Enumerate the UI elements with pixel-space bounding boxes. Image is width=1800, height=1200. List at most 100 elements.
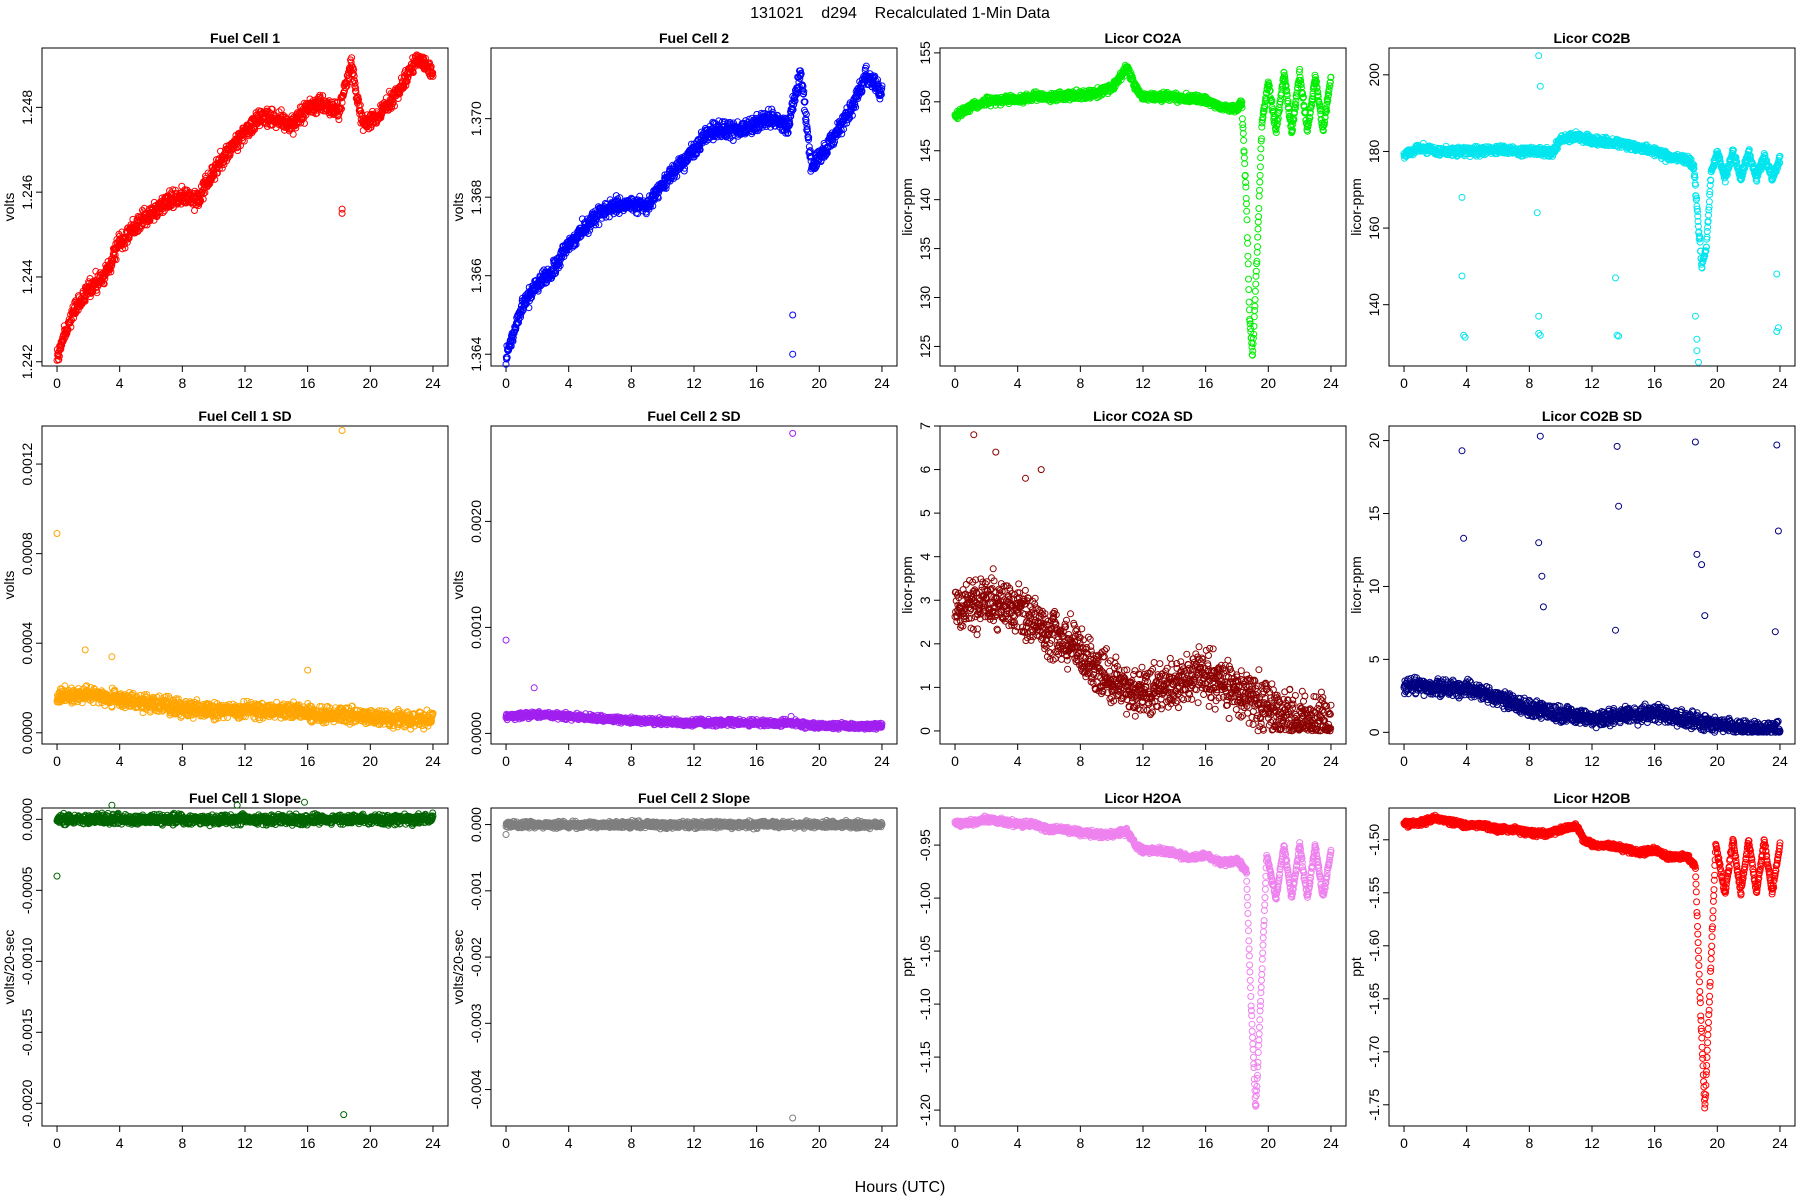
panels: Fuel Cell 10 4 8 12 16 20 241.2421.2441.2461.2… [1,30,1796,1151]
data-point [1254,233,1262,241]
y-tick-label: 1.248 [19,90,35,125]
data-point [108,262,116,270]
data-point [1257,145,1265,153]
outlier-point [789,350,797,358]
chart-panel: Fuel Cell 10 4 8 12 16 20 241.2421.2441.2461.2… [1,30,449,391]
data-point [1245,275,1252,283]
x-tick-label: 24 [874,375,890,391]
x-tick-label: 0 [502,375,510,391]
y-tick-label: 200 [1366,63,1382,87]
data-point [1244,252,1252,260]
y-tick-label: 130 [917,286,933,310]
plot-frame [490,47,898,367]
y-tick-label: 155 [917,41,933,65]
data-point [55,352,63,360]
x-tick-label: 8 [178,375,186,391]
data-point [55,356,63,364]
y-tick-label: 1.364 [468,336,484,371]
x-tick-label: 0 [951,375,959,391]
x-tick-label: 20 [1710,375,1726,391]
data-point [1256,163,1264,171]
series-points [502,62,886,368]
y-tick-label: 160 [1366,216,1382,240]
data-point [1254,243,1261,251]
y-tick-label: 180 [1366,140,1382,164]
data-point [1253,248,1261,256]
x-tick-label: 20 [1261,375,1277,391]
data-point [1241,160,1249,168]
x-tick-label: 4 [1014,375,1022,391]
x-tick-label: 24 [1323,375,1339,391]
y-axis-label: volts [1,193,17,222]
y-tick-label: 125 [917,335,933,359]
y-tick-label: 140 [917,188,933,212]
data-point [1252,280,1260,288]
x-tick-label: 24 [425,375,441,391]
panel-title: Licor CO2A [1104,30,1181,46]
data-point [68,316,75,324]
data-point [348,54,356,62]
series-points [1400,52,1784,366]
data-point [1245,298,1253,306]
y-tick-label: 150 [917,90,933,114]
x-tick-label: 24 [1772,375,1788,391]
data-point [1256,186,1263,194]
panel-title: Fuel Cell 2 [659,30,729,46]
data-point [1249,347,1257,355]
x-tick-label: 8 [1076,375,1084,391]
x-tick-label: 12 [686,375,702,391]
data-point [54,352,62,360]
data-point [1244,239,1252,247]
figure-title: 131021 d294 Recalculated 1-Min Data [750,5,1050,22]
data-point [1242,183,1250,191]
x-tick-label: 4 [116,375,124,391]
outlier-point [789,311,797,319]
data-point [67,323,75,331]
data-point [1243,234,1251,242]
x-axis-title: Hours (UTC) [855,1179,946,1196]
data-point [1244,260,1252,268]
y-tick-label: 135 [917,237,933,261]
data-point [63,329,71,337]
x-tick-label: 20 [363,375,379,391]
data-point [1238,115,1246,123]
data-point [1257,154,1265,162]
data-point [1254,225,1262,233]
x-tick-label: 4 [1463,375,1471,391]
data-point [1251,302,1259,310]
series-points [53,51,437,364]
y-tick-label: 140 [1366,293,1382,317]
panel-title: Licor CO2B [1553,30,1630,46]
panel-title: Fuel Cell 1 [210,30,280,46]
data-point [1245,286,1253,294]
plot-frame [1388,47,1796,367]
y-tick-label: 145 [917,139,933,163]
data-point [1243,216,1251,224]
x-tick-label: 8 [1525,375,1533,391]
series-points [951,61,1335,359]
y-tick-label: 1.246 [19,174,35,209]
x-tick-label: 0 [1400,375,1408,391]
data-point [862,62,870,70]
data-point [146,217,154,225]
data-point [129,215,137,223]
data-point [289,130,297,138]
y-tick-label: 1.368 [468,179,484,214]
data-point [1256,171,1264,179]
outlier-point [338,209,346,217]
x-tick-label: 12 [1584,375,1600,391]
data-point [57,345,65,353]
x-tick-label: 0 [53,375,61,391]
y-axis-label: licor-ppm [899,178,915,236]
y-axis-label: volts [450,193,466,222]
data-point [100,280,108,288]
x-tick-label: 8 [627,375,635,391]
y-tick-label: 1.244 [19,259,35,294]
plot-frame [41,47,449,367]
x-tick-label: 16 [1198,375,1214,391]
data-point [81,297,89,305]
data-point [1256,178,1264,186]
